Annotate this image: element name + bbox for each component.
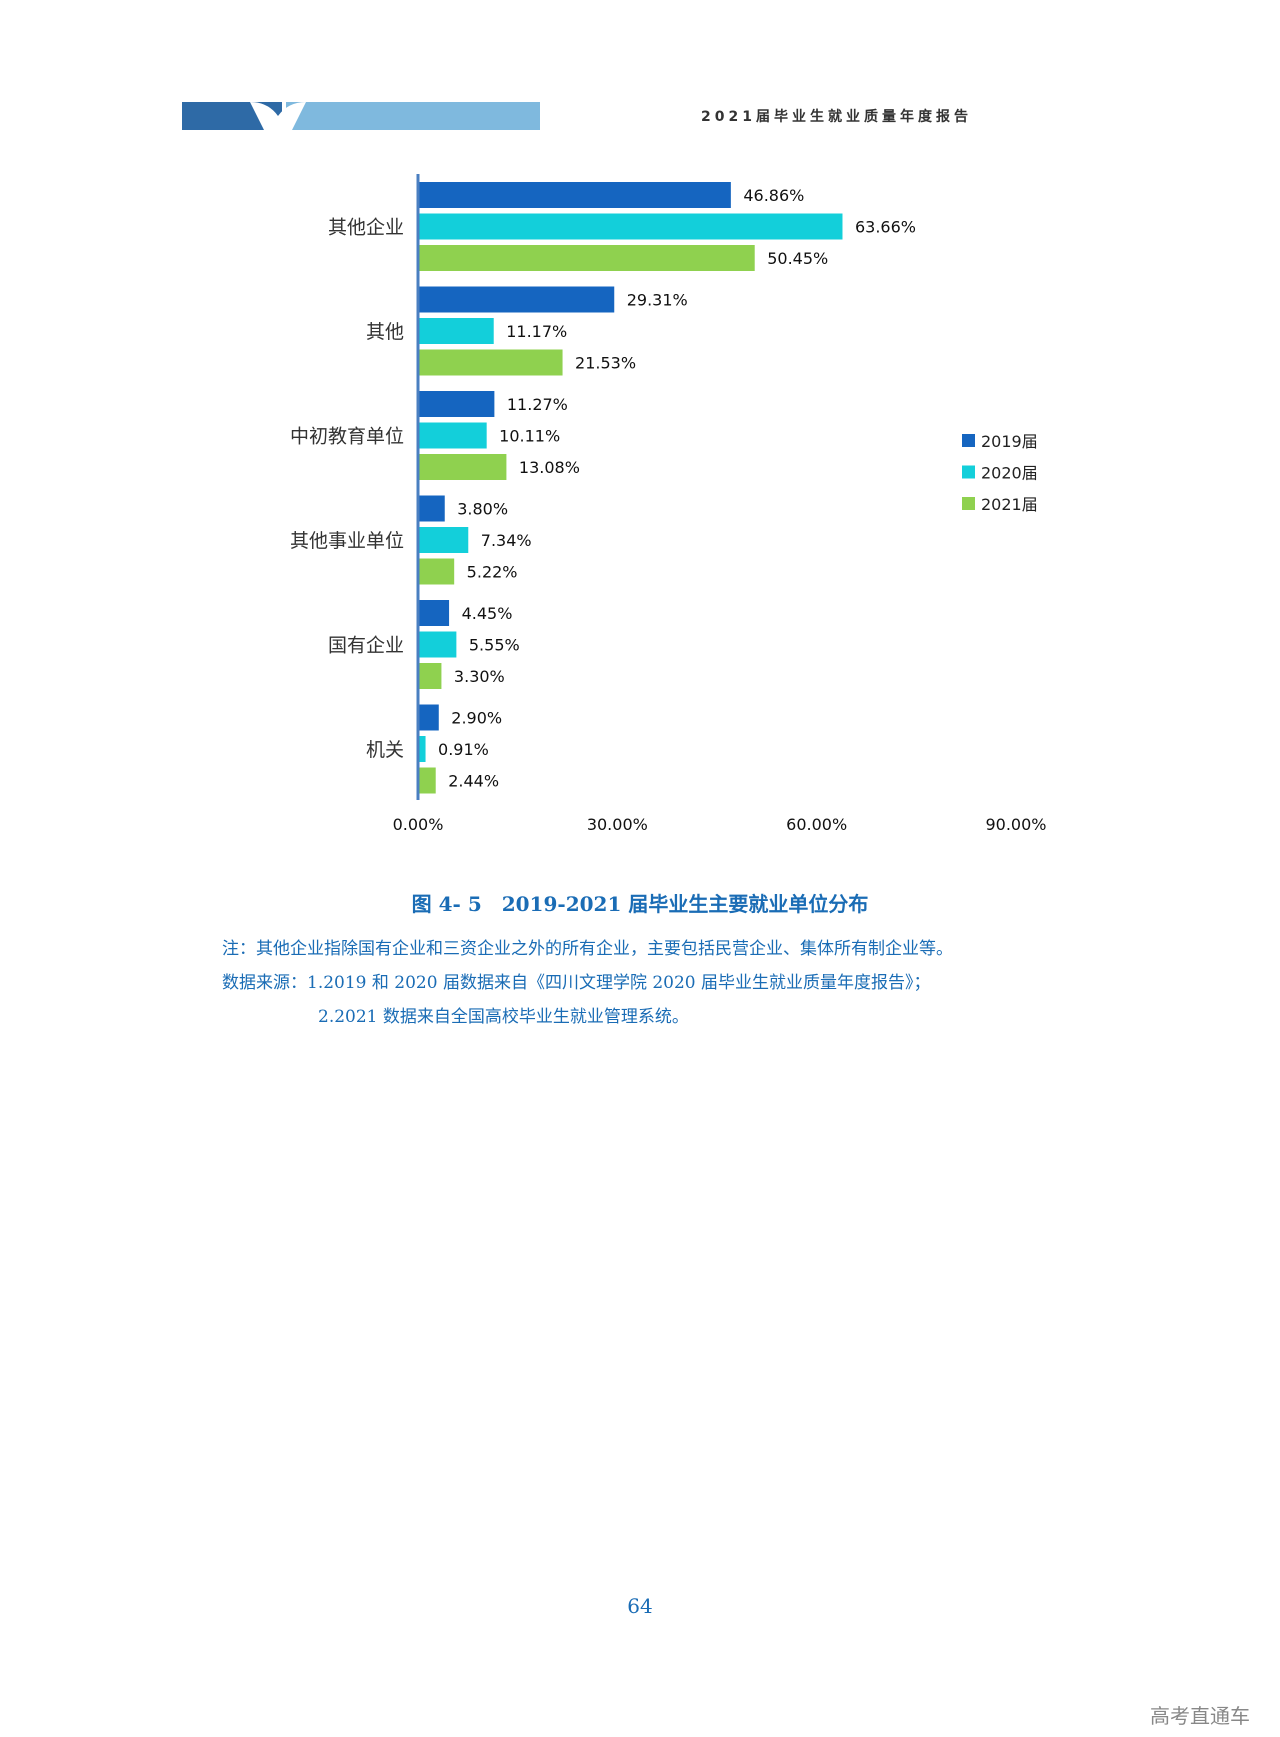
legend-label: 2020届 xyxy=(981,464,1038,483)
bar xyxy=(419,558,455,585)
bar xyxy=(419,527,469,553)
report-header-title: 2021届毕业生就业质量年度报告 xyxy=(701,109,972,125)
data-label: 7.34% xyxy=(481,531,532,550)
data-label: 2.90% xyxy=(451,709,502,728)
data-label: 10.11% xyxy=(499,427,560,446)
data-label: 21.53% xyxy=(575,354,636,373)
data-label: 5.55% xyxy=(469,636,520,655)
bar xyxy=(419,600,450,626)
data-label: 11.17% xyxy=(506,322,567,341)
legend-swatch xyxy=(962,434,975,447)
legend-label: 2021届 xyxy=(981,495,1038,514)
data-label: 2.44% xyxy=(448,772,499,791)
data-label: 29.31% xyxy=(627,291,688,310)
note-line-1: 注：其他企业指除国有企业和三资企业之外的所有企业，主要包括民营企业、集体所有制企… xyxy=(222,939,953,959)
data-label: 63.66% xyxy=(855,218,916,237)
x-tick-label: 60.00% xyxy=(786,815,847,834)
category-label: 国有企业 xyxy=(328,635,404,657)
legend-swatch xyxy=(962,465,975,479)
legend-swatch xyxy=(962,497,975,510)
bar xyxy=(419,286,615,313)
category-label: 其他企业 xyxy=(328,217,404,239)
note-line-3: 2.2021 数据来自全国高校毕业生就业管理系统。 xyxy=(318,1007,689,1027)
legend-label: 2019届 xyxy=(981,432,1038,451)
bar xyxy=(419,213,843,240)
data-label: 0.91% xyxy=(438,740,489,759)
bar xyxy=(419,631,457,658)
bar xyxy=(419,454,507,480)
bar xyxy=(419,245,755,271)
page-number: 64 xyxy=(627,1594,653,1618)
x-tick-label: 0.00% xyxy=(393,815,444,834)
bar xyxy=(419,182,731,208)
category-label: 其他 xyxy=(366,321,404,343)
data-label: 3.80% xyxy=(457,500,508,519)
data-label: 5.22% xyxy=(467,563,518,582)
data-label: 46.86% xyxy=(743,186,804,205)
bar-chart: 46.86% 63.66% 50.45% 其他企业 29.31% 11.17% 21.53%… xyxy=(290,174,1047,834)
bar xyxy=(419,704,439,731)
bar xyxy=(419,422,487,449)
x-tick-label: 90.00% xyxy=(985,815,1046,834)
category-label: 中初教育单位 xyxy=(290,426,404,448)
bar xyxy=(419,349,563,376)
note-line-2: 数据来源：1.2019 和 2020 届数据来自《四川文理学院 2020 届毕业… xyxy=(222,973,931,993)
figure-caption: 图 4- 5 2019-2021 届毕业生主要就业单位分布 xyxy=(411,892,869,916)
category-label: 机关 xyxy=(366,739,404,761)
bar xyxy=(419,391,495,417)
data-label: 4.45% xyxy=(462,604,513,623)
data-label: 50.45% xyxy=(767,249,828,268)
data-label: 13.08% xyxy=(519,458,580,477)
bar xyxy=(419,736,426,762)
watermark-text: 高考直通车 xyxy=(1150,1704,1250,1728)
data-label: 3.30% xyxy=(454,667,505,686)
category-label: 其他事业单位 xyxy=(290,530,404,552)
data-label: 11.27% xyxy=(507,395,568,414)
header-band-graphic xyxy=(182,102,540,130)
x-tick-label: 30.00% xyxy=(587,815,648,834)
bar xyxy=(419,663,442,689)
bar xyxy=(419,767,436,794)
bar xyxy=(419,495,445,522)
bar xyxy=(419,318,494,344)
